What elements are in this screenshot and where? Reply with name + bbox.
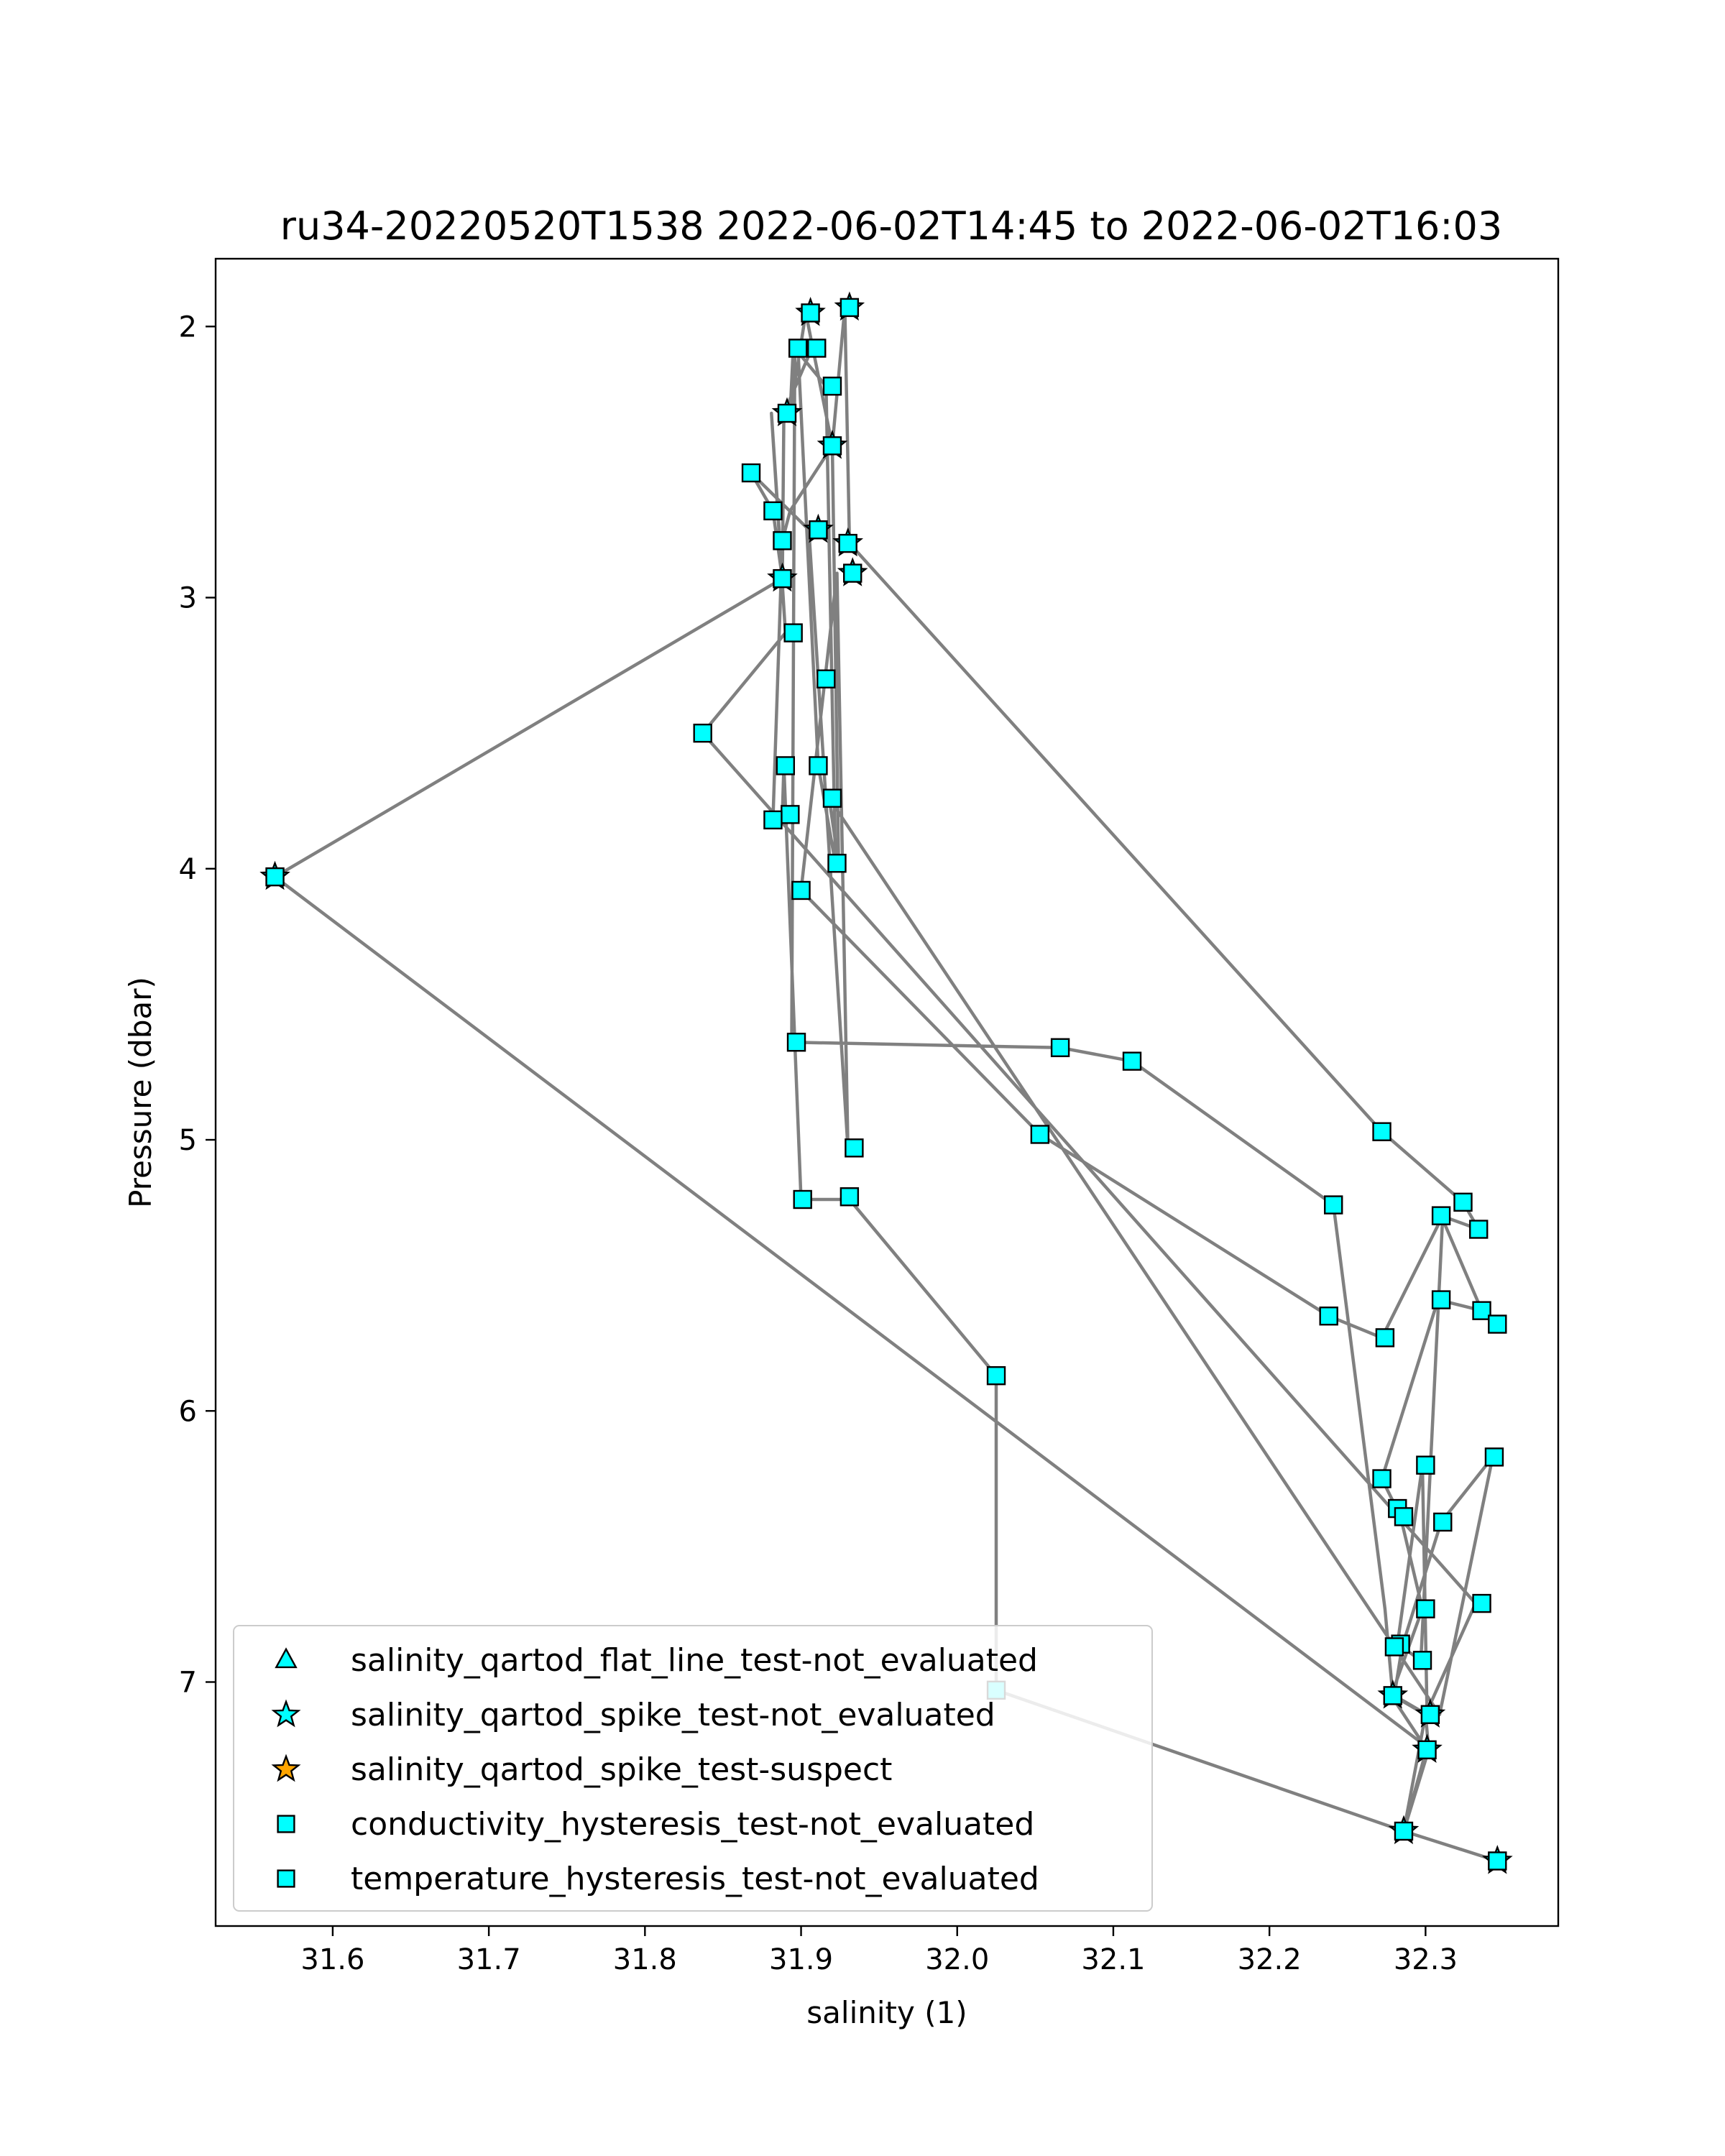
data-point-square-52 (1394, 1507, 1414, 1526)
data-point-square-28 (827, 854, 847, 873)
data-point-square-63 (1394, 1821, 1414, 1841)
y-tick-label: 3 (179, 582, 197, 615)
profile-line (273, 305, 1498, 1863)
data-point-square-64 (1488, 1851, 1507, 1871)
data-point-square-48 (1484, 1447, 1504, 1467)
y-axis-title: Pressure (dbar) (123, 977, 158, 1208)
legend-marker-square (277, 1869, 295, 1888)
data-point-square-60 (1383, 1686, 1402, 1705)
x-tick-label: 32.3 (1394, 1943, 1458, 1976)
data-point-square-23 (776, 756, 796, 775)
data-point-square-27 (763, 810, 783, 830)
data-point-square-26 (781, 805, 800, 824)
legend-box (233, 1625, 1153, 1912)
legend-marker-star (271, 1754, 301, 1782)
data-point-square-35 (845, 1138, 864, 1158)
data-point-square-66 (801, 303, 820, 323)
data-point-square-72 (843, 563, 862, 583)
plot-frame (214, 257, 1560, 1927)
x-axis: 31.6 31.7 31.8 31.9 32.0 32.1 32.2 32.3 (300, 1926, 1458, 1976)
data-point-square-17 (741, 463, 761, 483)
data-point-square-20 (783, 623, 803, 642)
data-point-square-16 (822, 377, 842, 396)
data-point-square-33 (1372, 1122, 1392, 1141)
data-point-square-50 (1372, 1469, 1392, 1488)
data-point-square-38 (1453, 1192, 1473, 1212)
data-point-square-61 (1420, 1705, 1440, 1724)
data-point-square-41 (1469, 1220, 1489, 1239)
data-point-square-53 (1433, 1512, 1453, 1532)
y-tick-label: 4 (179, 853, 197, 886)
data-point-square-32 (1122, 1051, 1142, 1071)
y-axis: 2 3 4 5 6 7 (179, 310, 216, 1699)
data-point-square-39 (1324, 1195, 1343, 1215)
x-tick-label: 31.7 (457, 1943, 521, 1976)
data-point-square-22 (693, 723, 712, 743)
y-tick-label: 2 (179, 310, 197, 344)
data-point-square-45 (1488, 1314, 1507, 1334)
legend-marker-triangle (275, 1647, 298, 1669)
data-point-square-54 (1472, 1593, 1491, 1613)
data-point-square-62 (1417, 1740, 1437, 1759)
data-point-square-31 (1050, 1038, 1070, 1057)
legend-marker-star (271, 1699, 301, 1728)
legend-entry-label: salinity_qartod_spike_test-suspect (351, 1751, 892, 1788)
data-point-square-49 (1416, 1455, 1435, 1475)
data-point-square-58 (1412, 1651, 1432, 1670)
data-point-square-29 (791, 880, 811, 900)
legend-entry-label: temperature_hysteresis_test-not_evaluate… (351, 1861, 1039, 1897)
data-point-square-19 (773, 531, 792, 550)
legend-entry-label: salinity_qartod_spike_test-not_evaluated (351, 1697, 995, 1733)
legend-entry-label: conductivity_hysteresis_test-not_evaluat… (351, 1806, 1034, 1843)
data-point-square-46 (1375, 1328, 1395, 1348)
x-tick-label: 32.0 (925, 1943, 989, 1976)
data-point-square-18 (763, 501, 783, 521)
x-axis-title: salinity (1) (806, 1995, 967, 2030)
legend: salinity_qartod_flat_line_test-not_evalu… (233, 1625, 1153, 1912)
data-point-square-67 (840, 298, 860, 318)
data-point-square-71 (838, 533, 857, 553)
data-point-square-24 (809, 756, 828, 775)
x-tick-label: 32.2 (1238, 1943, 1302, 1976)
data-point-square-68 (777, 403, 797, 423)
data-point-square-65 (265, 867, 285, 887)
data-point-square-55 (1416, 1599, 1435, 1618)
y-tick-label: 7 (179, 1666, 197, 1699)
x-tick-label: 32.1 (1081, 1943, 1145, 1976)
x-tick-label: 31.9 (769, 1943, 833, 1976)
legend-entry-label: salinity_qartod_flat_line_test-not_evalu… (351, 1642, 1038, 1679)
data-point-square-43 (1472, 1301, 1491, 1320)
data-point-square-40 (1431, 1206, 1451, 1225)
data-point-square-73 (773, 568, 792, 589)
data-point-square-25 (822, 788, 842, 808)
data-point-square-37 (793, 1189, 812, 1210)
data-point-square-15 (807, 338, 827, 358)
x-tick-label: 31.6 (300, 1943, 364, 1976)
data-point-square-47 (986, 1366, 1006, 1386)
data-point-square-42 (1431, 1290, 1451, 1309)
data-point-square-14 (788, 338, 808, 358)
legend-marker-square (277, 1815, 295, 1833)
data-point-square-57 (1384, 1637, 1404, 1657)
data-point-square-44 (1319, 1307, 1338, 1326)
data-point-square-34 (1030, 1125, 1050, 1144)
y-tick-label: 5 (179, 1124, 197, 1157)
x-tick-label: 31.8 (613, 1943, 677, 1976)
series-layer (259, 291, 1513, 1874)
data-point-square-69 (822, 436, 842, 456)
data-point-square-36 (840, 1187, 860, 1207)
data-point-square-30 (786, 1033, 806, 1052)
y-tick-label: 6 (179, 1395, 197, 1428)
data-point-square-21 (816, 669, 836, 688)
chart-title: ru34-20220520T1538 2022-06-02T14:45 to 2… (280, 203, 1502, 249)
data-point-square-70 (809, 520, 828, 540)
